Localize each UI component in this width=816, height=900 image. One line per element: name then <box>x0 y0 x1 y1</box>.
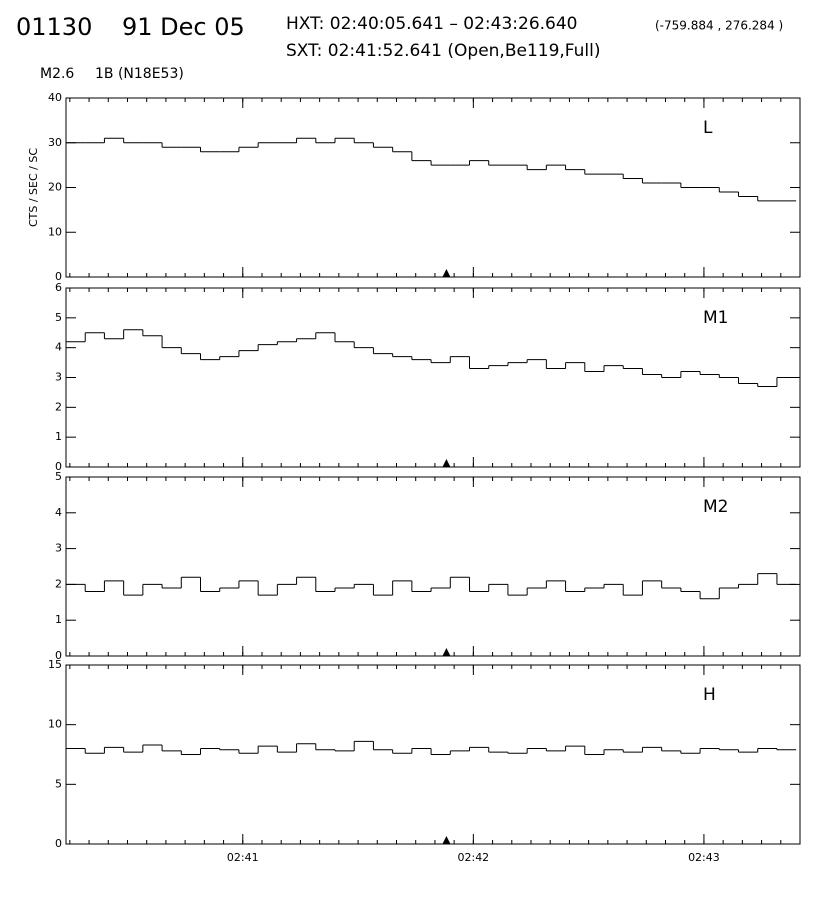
panel-frame <box>65 664 801 845</box>
sxt-marker <box>442 836 451 844</box>
y-axis-label: CTS / SEC / SC <box>27 148 40 227</box>
sxt-time: SXT: 02:41:52.641 (Open,Be119,Full) <box>286 41 601 61</box>
y-tick-label: 4 <box>55 506 62 519</box>
y-tick-label: 10 <box>48 225 62 238</box>
date: 91 Dec 05 <box>122 13 245 41</box>
step-riser <box>84 329 778 387</box>
sxt-marker <box>442 648 451 656</box>
panel-label: H <box>703 685 716 705</box>
y-tick-label: 10 <box>48 718 62 731</box>
y-tick-label: 30 <box>48 136 62 149</box>
panel-frame <box>65 476 801 657</box>
y-tick-label: 2 <box>55 577 62 590</box>
y-tick-label: 3 <box>55 542 62 555</box>
y-tick-label: 0 <box>55 649 62 662</box>
y-tick-label: 5 <box>55 777 62 790</box>
y-tick-label: 0 <box>55 837 62 850</box>
panel-label: L <box>703 118 713 138</box>
panel-label: M2 <box>703 497 728 517</box>
y-tick-label: 3 <box>55 371 62 384</box>
y-tick-label: 20 <box>48 181 62 194</box>
event-id: 01130 <box>16 13 92 41</box>
sxt-marker <box>442 459 451 467</box>
x-tick-label: 02:42 <box>457 851 489 864</box>
y-tick-label: 0 <box>55 460 62 473</box>
y-tick-label: 4 <box>55 341 62 354</box>
y-tick-label: 1 <box>55 613 62 626</box>
step-riser <box>84 741 778 755</box>
halpha-class: 1B (N18E53) <box>95 66 184 82</box>
panel-frame <box>65 287 801 468</box>
hxt-time: HXT: 02:40:05.641 – 02:43:26.640 <box>286 14 578 34</box>
y-tick-label: 1 <box>55 430 62 443</box>
goes-class: M2.6 <box>40 66 74 82</box>
y-tick-label: 5 <box>55 470 62 483</box>
y-tick-label: 40 <box>48 91 62 104</box>
coords: (-759.884 , 276.284 ) <box>655 19 783 33</box>
y-tick-label: 0 <box>55 270 62 283</box>
y-tick-label: 2 <box>55 400 62 413</box>
x-tick-label: 02:43 <box>688 851 720 864</box>
sxt-marker <box>442 269 451 277</box>
y-tick-label: 6 <box>55 281 62 294</box>
y-tick-label: 5 <box>55 311 62 324</box>
x-tick-label: 02:41 <box>227 851 259 864</box>
panel-label: M1 <box>703 308 728 328</box>
step-riser <box>84 573 778 599</box>
y-tick-label: 15 <box>48 658 62 671</box>
